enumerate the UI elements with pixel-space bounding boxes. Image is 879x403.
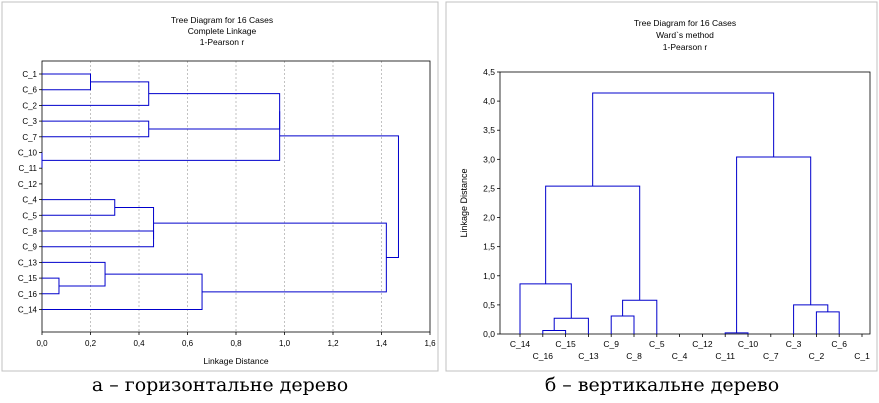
y-tick-label: 1,0 (483, 271, 495, 281)
leaf-label: C_5 (649, 339, 665, 349)
leaf-label: C_13 (18, 258, 38, 267)
dendrogram-link (42, 111, 281, 161)
dendrogram-link (519, 283, 572, 334)
y-tick-label: 4,5 (483, 67, 495, 77)
leaf-label: C_16 (533, 351, 554, 361)
y-tick-label: 2,5 (483, 183, 495, 193)
leaf-label: C_2 (22, 101, 37, 110)
dendrogram-link (724, 332, 749, 334)
y-axis-ticks: 0,0 0,5 1,0 1,5 2,0 2,5 3,0 3,5 4,0 4,5 (483, 67, 500, 339)
x-tick-label: 1,4 (376, 339, 388, 348)
caption-horizontal-tree: а – горизонтальне дерево (91, 374, 349, 396)
dendrogram-link (793, 304, 829, 334)
chart-title: Tree Diagram for 16 Cases (171, 15, 273, 25)
leaf-label: C_7 (22, 133, 37, 142)
leaf-label: C_4 (672, 351, 688, 361)
leaf-label: C_4 (22, 196, 37, 205)
leaf-label: C_16 (18, 290, 38, 299)
leaf-label: C_6 (22, 86, 37, 95)
chart-subtitle-2: 1-Pearson r (200, 37, 245, 47)
leaf-label: C_6 (831, 339, 847, 349)
leaf-label: C_11 (18, 164, 37, 173)
leaf-label: C_2 (809, 351, 825, 361)
x-tick-label: 1,2 (327, 339, 339, 348)
x-tick-label: 0,2 (85, 339, 97, 348)
x-tick-label: 1,0 (279, 339, 291, 348)
leaf-label: C_7 (763, 351, 779, 361)
leaf-label: C_11 (715, 351, 735, 361)
leaf-labels: C_14 C_15 C_9 C_5 C_12 C_10 C_3 C_6 C_16 C_13 C_8 C… (510, 334, 870, 361)
leaf-label: C_12 (692, 339, 713, 349)
leaf-label: C_15 (18, 274, 38, 283)
dendrogram-links (519, 92, 840, 334)
plot-frame (499, 71, 871, 335)
leaf-label: C_10 (18, 149, 38, 158)
leaf-label: C_3 (786, 339, 802, 349)
chart-subtitle-2: 1-Pearson r (663, 42, 708, 52)
y-tick-label: 4,0 (483, 96, 495, 106)
leaf-label: C_5 (22, 211, 37, 220)
y-tick-label: 1,5 (483, 242, 495, 252)
leaf-label: C_12 (18, 180, 38, 189)
y-axis-label: Linkage Distance (459, 168, 469, 237)
y-tick-label: 0,0 (483, 329, 495, 339)
vertical-dendrogram-chart: Tree Diagram for 16 Cases Ward`s method … (445, 1, 878, 372)
x-tick-label: 0,8 (230, 339, 242, 348)
dendrogram-link (114, 206, 155, 239)
chart-title: Tree Diagram for 16 Cases (634, 18, 736, 28)
x-axis-label: Linkage Distance (203, 356, 268, 366)
leaf-label: C_1 (22, 70, 37, 79)
leaf-label: C_14 (18, 306, 38, 315)
dendrogram-link (592, 92, 775, 187)
grid-lines (90, 61, 382, 332)
leaf-label: C_8 (626, 351, 642, 361)
x-tick-label: 0,0 (36, 339, 48, 348)
leaf-label: C_14 (510, 339, 531, 349)
horizontal-dendrogram-chart: Tree Diagram for 16 Cases Complete Linka… (1, 1, 439, 372)
leaf-label: C_10 (738, 339, 759, 349)
dendrogram-link (545, 185, 641, 301)
x-tick-label: 1,6 (424, 339, 436, 348)
y-tick-label: 3,5 (483, 125, 495, 135)
y-tick-label: 2,0 (483, 213, 495, 223)
dendrogram-link (542, 330, 567, 334)
leaf-label: C_1 (854, 351, 870, 361)
leaf-label: C_13 (578, 351, 599, 361)
dendrogram-panel-horizontal: Tree Diagram for 16 Cases Complete Linka… (0, 0, 440, 373)
dendrogram-links (41, 73, 399, 310)
y-tick-label: 0,5 (483, 300, 495, 310)
caption-vertical-tree: б – вертикальне дерево (544, 374, 780, 396)
dendrogram-link (279, 135, 399, 258)
chart-subtitle: Complete Linkage (188, 26, 257, 36)
x-axis-ticks: 0,0 0,2 0,4 0,6 0,8 1,0 1,2 1,4 1,6 (36, 332, 436, 348)
y-tick-label: 3,0 (483, 154, 495, 164)
dendrogram-link (815, 311, 840, 334)
leaf-label: C_15 (555, 339, 576, 349)
dendrogram-panel-vertical: Tree Diagram for 16 Cases Ward`s method … (445, 0, 879, 373)
x-tick-label: 0,4 (133, 339, 145, 348)
leaf-label: C_8 (22, 227, 37, 236)
chart-subtitle: Ward`s method (656, 30, 714, 40)
leaf-label: C_9 (22, 243, 37, 252)
leaf-label: C_3 (22, 117, 37, 126)
leaf-label: C_9 (603, 339, 619, 349)
leaf-labels: C_1 C_6 C_2 C_3 C_7 C_10 C_11 C_12 C_4 C_5 C_8 C_9 C… (18, 70, 42, 315)
x-tick-label: 0,6 (182, 339, 194, 348)
